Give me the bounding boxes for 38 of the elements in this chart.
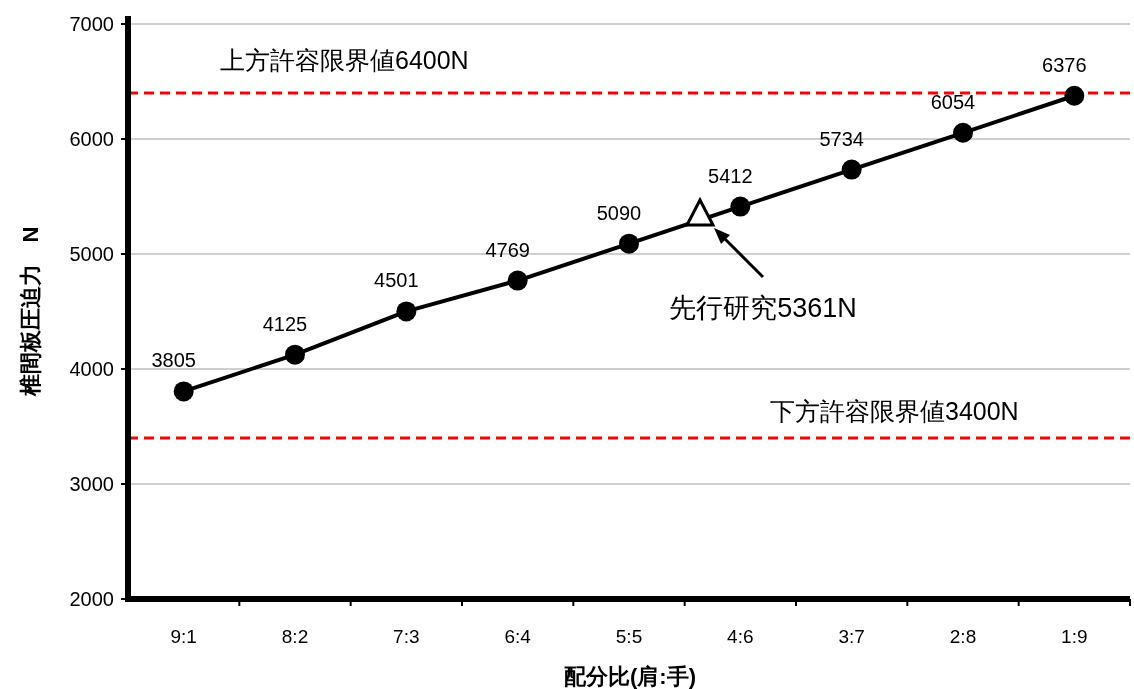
x-tick-label: 9:1 — [170, 626, 197, 647]
point — [285, 344, 305, 365]
x-tick-label: 7:3 — [393, 626, 420, 647]
data-label: 5090 — [596, 201, 642, 224]
point — [507, 270, 528, 291]
x-tick-label: 5:5 — [615, 626, 643, 647]
data-label: 5412 — [708, 164, 753, 187]
point — [619, 233, 639, 254]
y-tick-label: 6000 — [69, 128, 114, 150]
x-tick-label: 4:6 — [727, 626, 754, 647]
point — [730, 196, 751, 217]
y-tick-label: 4000 — [69, 358, 114, 380]
x-tick-label: 6:4 — [504, 626, 532, 647]
x-tick-label: 8:2 — [281, 626, 309, 647]
x-tick-label: 2:8 — [949, 626, 977, 647]
annotation: 先行研究5361N — [669, 293, 857, 323]
ref-line-label: 下方許容限界値3400N — [770, 397, 1019, 425]
ref-line-label: 上方許容限界値6400N — [220, 46, 469, 74]
y-tick-label: 3000 — [69, 473, 114, 495]
y-tick-label: 7000 — [69, 13, 114, 35]
point — [953, 122, 973, 143]
x-axis-title: 配分比(肩:手) — [564, 664, 696, 689]
point — [396, 301, 417, 322]
data-label: 4769 — [485, 238, 530, 261]
data-label: 4501 — [374, 269, 419, 292]
x-tick-label: 1:9 — [1061, 626, 1088, 647]
point — [1064, 85, 1085, 106]
y-tick-label: 5000 — [69, 243, 114, 265]
point — [173, 381, 194, 402]
point — [841, 159, 862, 180]
data-label: 5734 — [819, 127, 864, 150]
data-label: 6376 — [1042, 53, 1087, 76]
y-axis-title: 椎間板圧迫力 N — [18, 226, 43, 398]
y-tick-label: 2000 — [69, 588, 114, 610]
data-label: 4125 — [262, 312, 308, 335]
x-tick-label: 3:7 — [838, 626, 865, 647]
data-label: 6054 — [930, 90, 976, 113]
data-label: 3805 — [151, 349, 196, 372]
